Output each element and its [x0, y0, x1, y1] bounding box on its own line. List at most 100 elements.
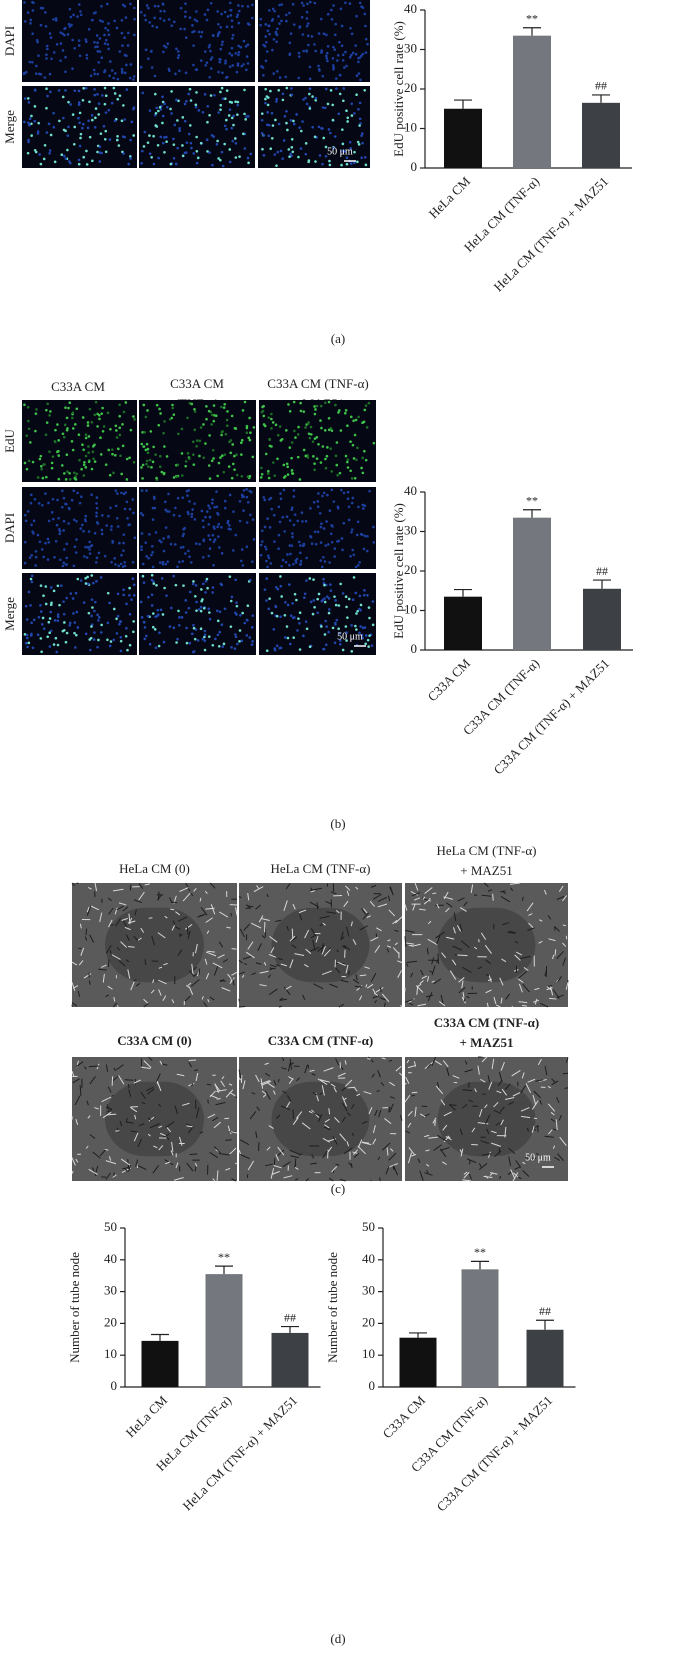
cell-nucleus [36, 130, 40, 133]
cell-nucleus [279, 584, 283, 588]
cell-nucleus [65, 428, 69, 432]
cell-tube [521, 1072, 525, 1079]
cell-tube [397, 960, 403, 963]
cell-nucleus [101, 430, 105, 433]
cell-nucleus [99, 453, 103, 456]
cell-nucleus [301, 120, 304, 123]
cell-nucleus [341, 59, 345, 62]
cell-nucleus [363, 89, 366, 92]
cell-nucleus [100, 4, 103, 8]
cell-tube [88, 1168, 98, 1175]
cell-nucleus [184, 464, 187, 468]
cell-tube [238, 896, 242, 899]
cell-nucleus [52, 51, 56, 54]
cell-tube [130, 981, 135, 991]
cell-nucleus [187, 92, 190, 96]
cell-nucleus [99, 631, 103, 634]
cell-nucleus [93, 72, 96, 76]
y-tick-label: 10 [404, 119, 417, 134]
cell-tube [352, 939, 357, 945]
cell-nucleus [323, 633, 327, 636]
cell-nucleus [274, 32, 278, 35]
cell-tube [137, 1164, 147, 1171]
cell-nucleus [303, 592, 307, 596]
cell-nucleus [272, 461, 275, 464]
cell-nucleus [203, 633, 207, 637]
cell-nucleus [75, 633, 78, 637]
cell-nucleus [247, 436, 251, 440]
cell-tube [341, 1116, 346, 1123]
cell-nucleus [161, 100, 165, 104]
cell-nucleus [210, 413, 214, 417]
cell-nucleus [245, 424, 249, 428]
cell-nucleus [170, 112, 173, 115]
cell-nucleus [339, 582, 342, 586]
cell-nucleus [217, 535, 220, 538]
cell-nucleus [234, 578, 237, 582]
cell-nucleus [199, 141, 203, 145]
cell-nucleus [159, 108, 163, 111]
cell-nucleus [158, 631, 161, 634]
cell-tube [90, 905, 100, 911]
cell-nucleus [317, 64, 320, 68]
cell-nucleus [157, 156, 160, 160]
cell-nucleus [235, 601, 238, 604]
cell-tube [218, 911, 229, 918]
cell-nucleus [287, 148, 291, 151]
cell-nucleus [171, 403, 174, 407]
cell-nucleus [47, 540, 51, 544]
cell-nucleus [185, 141, 189, 144]
cell-nucleus [34, 555, 38, 559]
cell-nucleus [266, 472, 270, 475]
cell-nucleus [355, 14, 358, 18]
cell-nucleus [199, 605, 203, 609]
cell-nucleus [324, 544, 328, 547]
cell-nucleus [296, 519, 300, 523]
cell-nucleus [286, 473, 290, 476]
cell-nucleus [33, 89, 37, 92]
column-header: + MAZ51 [460, 1035, 514, 1050]
cell-nucleus [28, 60, 32, 64]
significance-label: ** [474, 1245, 486, 1259]
cell-tube [459, 923, 463, 932]
cell-nucleus [248, 23, 251, 26]
cell-nucleus [233, 426, 237, 430]
cell-tube [176, 1073, 185, 1077]
cell-nucleus [23, 120, 26, 124]
cell-nucleus [148, 109, 152, 112]
cell-nucleus [116, 592, 120, 596]
cell-nucleus [232, 510, 235, 513]
cell-nucleus [112, 76, 115, 80]
cell-nucleus [273, 9, 276, 13]
cell-tube [335, 967, 341, 974]
cell-nucleus [277, 533, 281, 537]
cell-tube [427, 938, 438, 946]
cell-nucleus [34, 429, 37, 433]
cell-nucleus [68, 623, 72, 627]
cell-tube [99, 912, 103, 923]
micrograph [139, 487, 256, 569]
cell-nucleus [365, 549, 369, 553]
cell-nucleus [122, 549, 125, 552]
cell-tube [191, 1083, 194, 1087]
cell-tube [101, 1096, 112, 1103]
cell-tube [341, 945, 347, 949]
cell-nucleus [220, 86, 224, 90]
cell-nucleus [370, 644, 374, 647]
cell-nucleus [101, 20, 104, 23]
cell-tube [500, 1062, 505, 1071]
cell-nucleus [207, 554, 211, 558]
cell-tube [407, 1110, 413, 1117]
cell-tube [363, 1091, 372, 1095]
cell-nucleus [344, 454, 348, 458]
cell-nucleus [273, 474, 276, 477]
cell-tube [292, 903, 296, 910]
cell-nucleus [110, 69, 114, 72]
cell-tube [463, 997, 466, 1002]
cell-tube [277, 1146, 285, 1156]
cell-nucleus [305, 49, 308, 52]
cell-nucleus [62, 116, 65, 120]
cell-tube [478, 1163, 483, 1168]
cell-tube [312, 1091, 318, 1096]
cell-tube [120, 941, 128, 948]
